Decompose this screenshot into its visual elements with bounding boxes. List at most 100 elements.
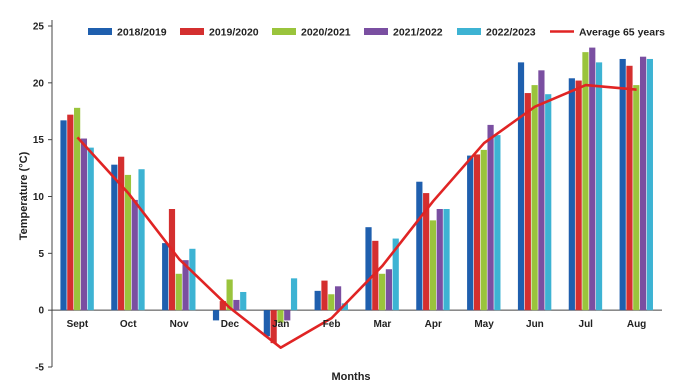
- bar: [436, 209, 443, 311]
- legend-swatch: [88, 28, 112, 35]
- bar: [212, 310, 220, 321]
- bar: [284, 310, 291, 321]
- bar: [473, 154, 481, 311]
- bar: [619, 58, 626, 311]
- bar: [538, 70, 545, 311]
- bar: [595, 62, 603, 311]
- legend-label: Average 65 years: [579, 27, 665, 39]
- legend-label: 2019/2020: [209, 27, 259, 39]
- bar: [80, 138, 88, 311]
- legend-swatch: [180, 28, 204, 35]
- legend-label: 2020/2021: [301, 27, 351, 39]
- bar: [270, 310, 277, 344]
- bar: [423, 193, 430, 311]
- x-tick-label: Feb: [323, 319, 341, 330]
- x-tick-label: Nov: [170, 319, 189, 330]
- bar: [379, 273, 386, 311]
- legend-swatch: [272, 28, 296, 35]
- bar: [639, 56, 647, 311]
- bar: [443, 209, 450, 311]
- bar: [467, 155, 474, 311]
- bar: [124, 174, 132, 311]
- x-tick-label: Mar: [374, 319, 392, 330]
- bar: [334, 286, 342, 311]
- x-tick-label: Apr: [425, 319, 442, 330]
- average-line-series: [76, 83, 637, 349]
- bar-series: [60, 47, 653, 344]
- bar: [341, 303, 348, 311]
- bar: [517, 62, 525, 311]
- bar: [226, 279, 233, 311]
- y-tick-label: 15: [33, 135, 45, 146]
- bar: [392, 238, 399, 311]
- bar: [233, 299, 240, 311]
- bar: [494, 135, 501, 311]
- x-tick-label: May: [474, 319, 494, 330]
- y-tick-label: 20: [33, 78, 45, 89]
- bar: [175, 273, 182, 311]
- legend-label: 2018/2019: [117, 27, 167, 39]
- y-tick-label: 25: [33, 22, 45, 33]
- x-tick-label: Jun: [526, 319, 544, 330]
- bar: [277, 310, 284, 323]
- bar: [131, 199, 138, 311]
- bar: [575, 80, 582, 311]
- bar: [385, 269, 393, 311]
- bar: [524, 93, 531, 311]
- bar: [182, 260, 189, 311]
- bar: [168, 209, 176, 311]
- bar: [321, 280, 328, 311]
- average-line: [76, 83, 637, 349]
- bar: [162, 243, 169, 311]
- x-tick-label: Oct: [120, 319, 137, 330]
- bar: [67, 114, 74, 311]
- bar: [545, 94, 552, 311]
- bar: [328, 294, 335, 311]
- bar: [568, 78, 575, 311]
- bar: [189, 248, 196, 311]
- bar: [138, 169, 145, 311]
- x-tick-label: Aug: [627, 319, 646, 330]
- bar: [646, 58, 653, 311]
- legend-swatch: [364, 28, 388, 35]
- legend-label: 2021/2022: [393, 27, 443, 39]
- bar: [589, 47, 596, 311]
- y-axis-title: Temperature (°C): [18, 151, 30, 240]
- bar: [240, 291, 247, 311]
- y-tick-label: 10: [33, 192, 45, 203]
- bar: [111, 164, 118, 311]
- x-tick-label: Sept: [67, 319, 89, 330]
- bar: [429, 220, 437, 311]
- legend-label: 2022/2023: [486, 27, 536, 39]
- bar: [416, 181, 423, 311]
- bar: [87, 147, 94, 311]
- bar: [633, 85, 640, 311]
- bar: [219, 301, 226, 311]
- x-tick-label: Jan: [272, 319, 289, 330]
- bar: [626, 65, 633, 311]
- bar: [372, 240, 379, 311]
- bar: [582, 52, 589, 311]
- bar: [118, 156, 125, 311]
- legend-swatch: [457, 28, 481, 35]
- x-tick-label: Dec: [221, 319, 240, 330]
- bar: [60, 120, 67, 311]
- bar: [365, 227, 372, 311]
- bar: [290, 278, 298, 311]
- bar: [531, 85, 538, 311]
- bar: [74, 107, 81, 311]
- tick-labels: -5 0 5 10 15 20 25 Sept Oct Nov Dec Jan Feb Mar Apr May…: [33, 22, 646, 374]
- axes: [48, 20, 662, 368]
- y-tick-label: 0: [38, 306, 44, 317]
- y-tick-label: 5: [38, 249, 44, 260]
- bar: [480, 149, 487, 311]
- bar: [314, 290, 321, 311]
- legend: 2018/2019 2019/2020 2020/2021 2021/2022 2022…: [88, 27, 665, 39]
- x-tick-label: Jul: [579, 319, 594, 330]
- bar: [263, 310, 270, 337]
- x-axis-title: Months: [331, 371, 370, 382]
- y-tick-label: -5: [35, 363, 44, 374]
- bar: [487, 124, 494, 311]
